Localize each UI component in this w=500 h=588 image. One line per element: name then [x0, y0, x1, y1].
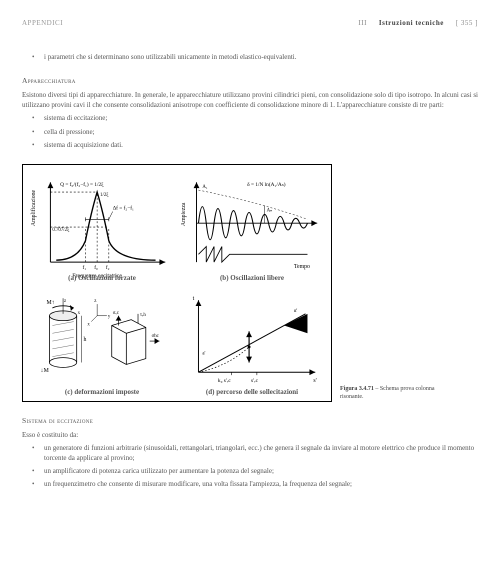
svg-text:k₀ s'ᵥc: k₀ s'ᵥc: [218, 378, 231, 384]
svg-text:f₀: f₀: [94, 264, 98, 271]
svg-text:Ampiezza: Ampiezza: [181, 202, 187, 226]
panel-b-label: (b) Oscillazioni libere: [179, 273, 325, 283]
svg-text:x: x: [87, 323, 90, 328]
page-number: [ 355 ]: [456, 18, 478, 28]
caption-bold: Figura 3.4.71: [340, 386, 374, 392]
bullet-item: un frequenzimetro che consente di misura…: [36, 479, 478, 489]
svg-text:0.707/2ξ: 0.707/2ξ: [52, 228, 70, 233]
sistema-list: un generatore di funzioni arbitrarie (si…: [36, 443, 478, 490]
bullet-text: i parametri che si determinano sono util…: [44, 53, 297, 61]
svg-text:A₁: A₁: [202, 185, 208, 190]
svg-text:τᵥh: τᵥh: [140, 313, 146, 318]
panel-d: t s' k₀ s'ᵥc s'ᵥc a' α': [179, 285, 325, 395]
sistema-block: Sistema di eccitazione Esso è costituito…: [22, 416, 478, 490]
svg-text:δ = 1/N ln(A₁/Aₙ): δ = 1/N ln(A₁/Aₙ): [247, 181, 286, 188]
panel-b: A₁ Aₙ Ampiezza Tempo δ = 1/N ln(A₁/Aₙ) (…: [179, 171, 325, 281]
bullet-text: un frequenzimetro che consente di misura…: [44, 480, 352, 488]
svg-text:σᵥc: σᵥc: [113, 311, 119, 316]
apparecchiatura-block: Apparecchiatura Esistono diversi tipi di…: [22, 76, 478, 150]
svg-text:M↑: M↑: [47, 300, 55, 306]
svg-text:h: h: [84, 337, 87, 343]
svg-text:Tempo: Tempo: [294, 264, 310, 270]
figure-row: Amplificazione Frequenza eccitatrice Q =…: [22, 164, 478, 402]
panel-a: Amplificazione Frequenza eccitatrice Q =…: [29, 171, 175, 281]
svg-text:↓M: ↓M: [41, 368, 50, 374]
bullet-item: sistema di acquisizione dati.: [36, 140, 478, 150]
panel-a-label: (a) Oscillazioni forzate: [29, 273, 175, 283]
bullet-text: cella di pressione;: [44, 128, 95, 136]
section-number: III: [358, 18, 367, 28]
svg-text:y: y: [108, 315, 111, 320]
bullet-item: un amplificatore di potenza carica utili…: [36, 466, 478, 476]
svg-text:f₁: f₁: [83, 264, 87, 271]
bullet-item: i parametri che si determinano sono util…: [36, 52, 478, 62]
bullet-text: un generatore di funzioni arbitrarie (si…: [44, 444, 474, 462]
bullet-item: cella di pressione;: [36, 127, 478, 137]
panel-c: M↑ z x ↓M h σᵥc τᵥh σhc: [29, 285, 175, 395]
apparecchiatura-heading: Apparecchiatura: [22, 76, 478, 87]
section-title: Istruzioni tecniche: [379, 18, 444, 28]
figure-caption: Figura 3.4.71 – Schema prova colonna ris…: [340, 386, 450, 402]
svg-text:σhc: σhc: [152, 334, 159, 339]
panel-d-label: (d) percorso delle sollecitazioni: [179, 387, 325, 397]
svg-text:x: x: [78, 311, 81, 316]
svg-text:a': a': [202, 352, 205, 357]
svg-text:s': s': [313, 378, 316, 384]
svg-text:f₂: f₂: [106, 264, 110, 271]
sistema-heading: Sistema di eccitazione: [22, 416, 478, 427]
page-header: Appendici III Istruzioni tecniche [ 355 …: [22, 18, 478, 28]
bullet-text: sistema di eccitazione;: [44, 114, 107, 122]
svg-text:t: t: [193, 296, 195, 302]
svg-text:z: z: [64, 299, 67, 304]
svg-text:Amplificazione: Amplificazione: [30, 189, 37, 226]
apparecchiatura-body: Esistono diversi tipi di apparecchiature…: [22, 90, 478, 110]
bullet-text: un amplificatore di potenza carica utili…: [44, 467, 274, 475]
top-bullet-list: i parametri che si determinano sono util…: [36, 52, 478, 62]
apparecchiatura-list: sistema di eccitazione; cella di pressio…: [36, 113, 478, 149]
header-right: III Istruzioni tecniche [ 355 ]: [358, 18, 478, 28]
bullet-item: un generatore di funzioni arbitrarie (si…: [36, 443, 478, 463]
bullet-text: sistema di acquisizione dati.: [44, 141, 123, 149]
header-left: Appendici: [22, 18, 63, 28]
svg-text:z: z: [94, 299, 97, 304]
svg-text:Aₙ: Aₙ: [267, 208, 273, 213]
svg-text:α': α': [294, 309, 298, 314]
svg-text:1/2ξ: 1/2ξ: [100, 193, 109, 198]
panel-c-label: (c) deformazioni imposte: [29, 387, 175, 397]
svg-text:Δf = f₂−f₁: Δf = f₂−f₁: [113, 204, 134, 211]
bullet-item: sistema di eccitazione;: [36, 113, 478, 123]
figure-frame: Amplificazione Frequenza eccitatrice Q =…: [22, 164, 332, 402]
sistema-intro: Esso è costituito da:: [22, 430, 478, 440]
svg-text:s'ᵥc: s'ᵥc: [251, 378, 259, 384]
svg-text:Q = f₀/(f₂−f₁) = 1/2ξ: Q = f₀/(f₂−f₁) = 1/2ξ: [60, 181, 104, 188]
